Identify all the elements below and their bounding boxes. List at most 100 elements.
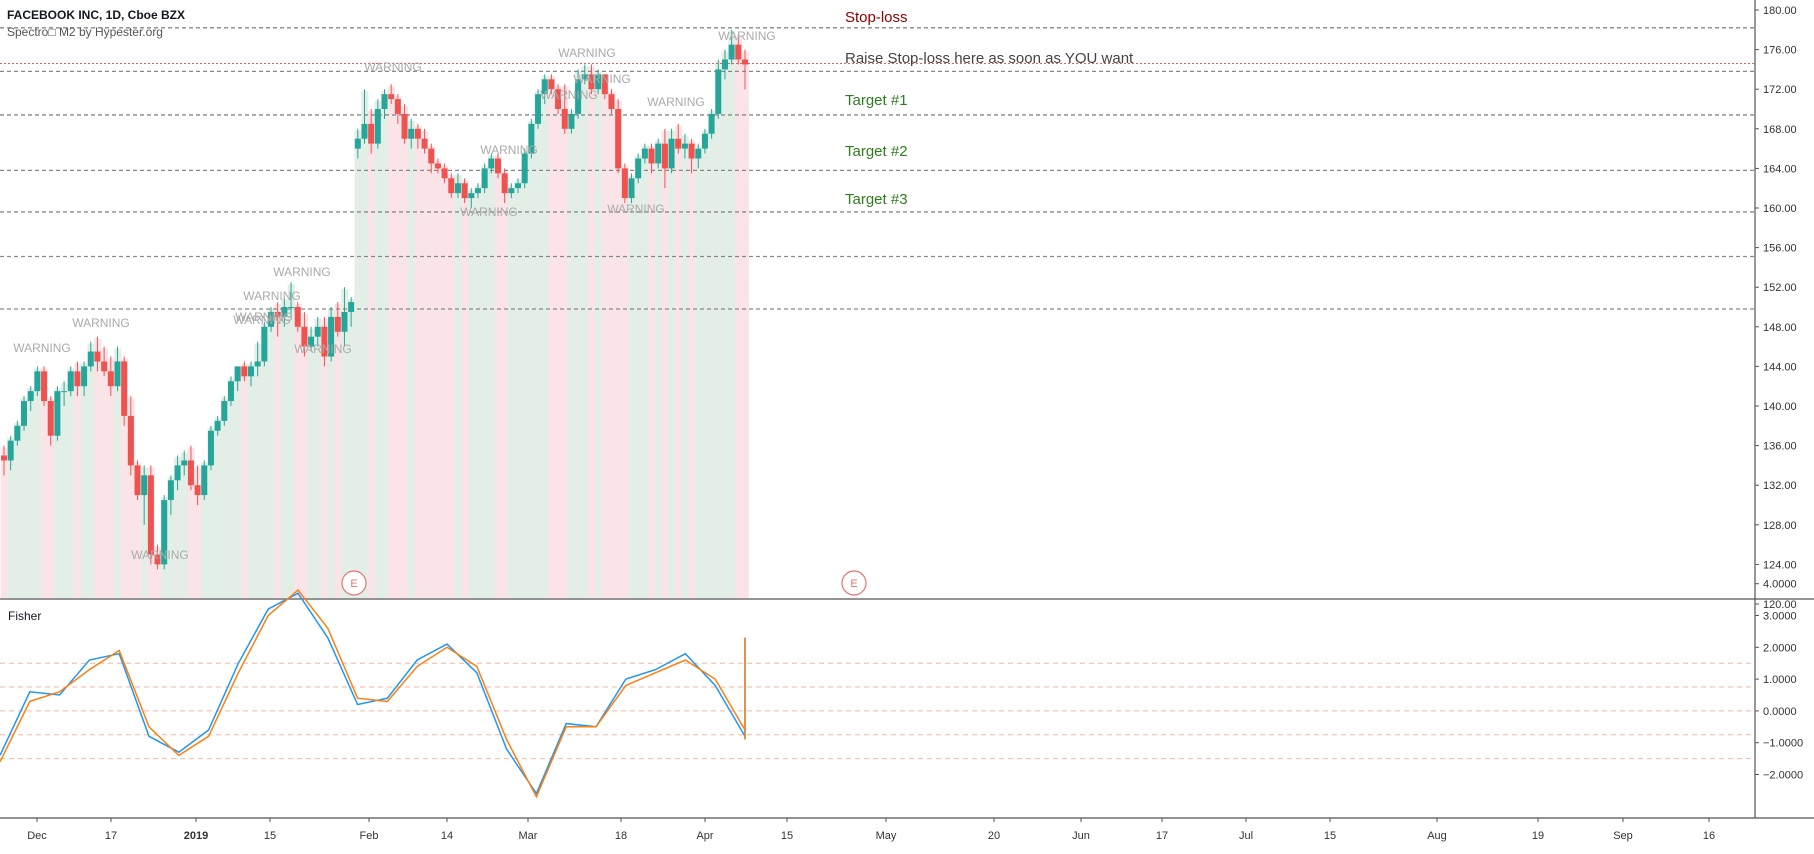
regime-band: [281, 299, 289, 598]
regime-band: [581, 66, 589, 598]
regime-band: [47, 398, 55, 598]
target2-label: Target #2: [845, 143, 908, 160]
y-tick-label: 156.00: [1763, 243, 1797, 255]
regime-band: [461, 180, 469, 599]
candle-body: [434, 163, 441, 169]
candle-body: [401, 113, 408, 139]
regime-band: [140, 467, 149, 598]
candle-body: [541, 79, 548, 95]
warning-label: WARNING: [273, 265, 331, 279]
x-tick-label: 15: [781, 830, 793, 842]
y-tick-label: 164.00: [1763, 163, 1797, 175]
candle-body: [374, 109, 381, 144]
regime-band: [34, 368, 42, 598]
candle-body: [441, 168, 448, 179]
candle-body: [27, 391, 34, 402]
candle-body: [174, 465, 181, 481]
warning-label: WARNING: [131, 548, 189, 562]
candle-body: [388, 94, 395, 100]
candle-body: [428, 148, 435, 164]
candle-body: [334, 316, 341, 332]
regime-band: [107, 358, 115, 598]
warning-label: WARNING: [294, 342, 352, 356]
x-tick-label: 15: [1324, 830, 1336, 842]
candle-body: [354, 138, 361, 149]
regime-band: [621, 165, 629, 598]
regime-band: [327, 309, 335, 598]
candle-body: [561, 109, 568, 129]
candle-body: [41, 371, 48, 402]
regime-band: [701, 130, 709, 599]
regime-band: [714, 61, 723, 598]
regime-band: [688, 140, 696, 598]
candle-body: [288, 307, 295, 308]
regime-band: [454, 175, 462, 598]
candle-body: [167, 480, 174, 501]
regime-band: [347, 299, 355, 598]
candle-body: [742, 59, 748, 65]
warning-label: WARNING: [364, 60, 422, 74]
candle-body: [728, 44, 735, 60]
candle-body: [147, 475, 154, 555]
warning-label: WARNING: [718, 29, 776, 43]
regime-band: [561, 86, 569, 598]
regime-band: [134, 462, 142, 598]
candle-body: [101, 361, 108, 372]
regime-band: [100, 348, 108, 598]
regime-band: [628, 175, 636, 598]
x-tick-label: 20: [988, 830, 1000, 842]
regime-band: [568, 111, 576, 598]
regime-band: [200, 462, 209, 598]
candle-body: [154, 554, 161, 565]
candle-body: [695, 148, 702, 159]
indicator-label: Spectro□ M2 by Hypester.org: [7, 25, 163, 39]
warning-label: WARNING: [540, 88, 598, 102]
candle-body: [708, 113, 715, 134]
regime-band: [74, 363, 82, 598]
earnings-marker: [341, 570, 367, 596]
regime-band: [0, 447, 8, 598]
candle-body: [661, 143, 668, 169]
regime-band: [307, 328, 315, 598]
candle-body: [234, 366, 241, 382]
regime-band: [594, 71, 602, 598]
regime-band: [194, 467, 202, 598]
candle-body: [47, 401, 54, 436]
candle-body: [568, 113, 575, 129]
y-tick-label: 152.00: [1763, 282, 1797, 294]
candle-body: [308, 336, 315, 347]
warning-label: WARNING: [558, 46, 616, 60]
candle-body: [501, 173, 508, 194]
regime-band: [120, 358, 128, 598]
fisher-y-tick-label: 0.0000: [1763, 706, 1797, 718]
regime-band: [728, 31, 736, 599]
y-tick-label: 160.00: [1763, 203, 1797, 215]
x-tick-label: 2019: [184, 830, 208, 842]
candle-body: [21, 401, 28, 426]
earnings-marker: [841, 570, 867, 596]
candle-body: [635, 158, 642, 179]
regime-band: [274, 304, 282, 598]
regime-band: [421, 130, 429, 599]
candle-body: [621, 168, 628, 199]
candle-body: [448, 178, 455, 194]
regime-band: [694, 145, 703, 598]
candle-body: [474, 188, 481, 194]
candle-body: [121, 361, 128, 416]
candle-body: [7, 440, 14, 461]
candle-body: [254, 361, 261, 367]
candle-body: [361, 123, 368, 139]
regime-band: [314, 318, 322, 598]
regime-band: [114, 348, 122, 598]
regime-band: [174, 457, 182, 598]
regime-band: [27, 388, 35, 598]
candle-body: [187, 460, 194, 486]
candle-body: [515, 183, 522, 189]
candle-body: [735, 44, 742, 60]
warning-label: WARNING: [235, 310, 293, 324]
regime-band: [534, 91, 542, 598]
x-tick-label: 19: [1532, 830, 1544, 842]
candle-body: [54, 391, 61, 436]
regime-band: [40, 368, 48, 598]
candle-body: [721, 59, 728, 70]
